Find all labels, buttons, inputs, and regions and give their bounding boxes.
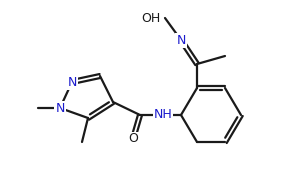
Text: O: O: [128, 132, 138, 146]
Text: NH: NH: [154, 108, 172, 122]
Text: N: N: [67, 75, 77, 89]
Text: N: N: [176, 33, 186, 46]
Text: N: N: [55, 102, 65, 114]
Text: OH: OH: [142, 12, 161, 25]
